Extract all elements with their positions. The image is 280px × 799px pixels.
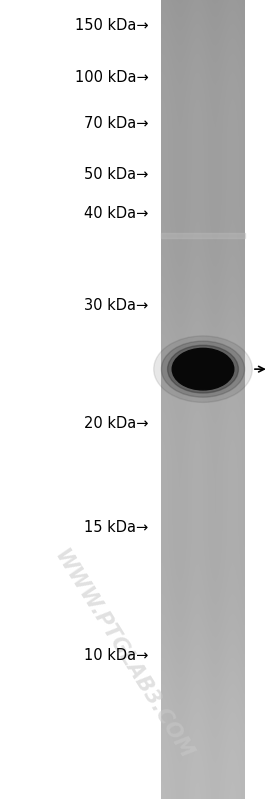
Text: 20 kDa→: 20 kDa→ <box>84 416 148 431</box>
Text: 50 kDa→: 50 kDa→ <box>84 167 148 181</box>
Text: 10 kDa→: 10 kDa→ <box>84 648 148 662</box>
Ellipse shape <box>161 341 245 397</box>
Ellipse shape <box>154 336 252 403</box>
Text: 15 kDa→: 15 kDa→ <box>84 520 148 535</box>
Text: 70 kDa→: 70 kDa→ <box>84 117 148 131</box>
Ellipse shape <box>172 348 234 390</box>
Text: 150 kDa→: 150 kDa→ <box>75 18 148 33</box>
Text: 30 kDa→: 30 kDa→ <box>84 298 148 312</box>
Text: 40 kDa→: 40 kDa→ <box>84 206 148 221</box>
Ellipse shape <box>167 345 239 393</box>
Text: WWW.PTGLAB3.COM: WWW.PTGLAB3.COM <box>50 547 196 764</box>
Text: 100 kDa→: 100 kDa→ <box>75 70 148 85</box>
